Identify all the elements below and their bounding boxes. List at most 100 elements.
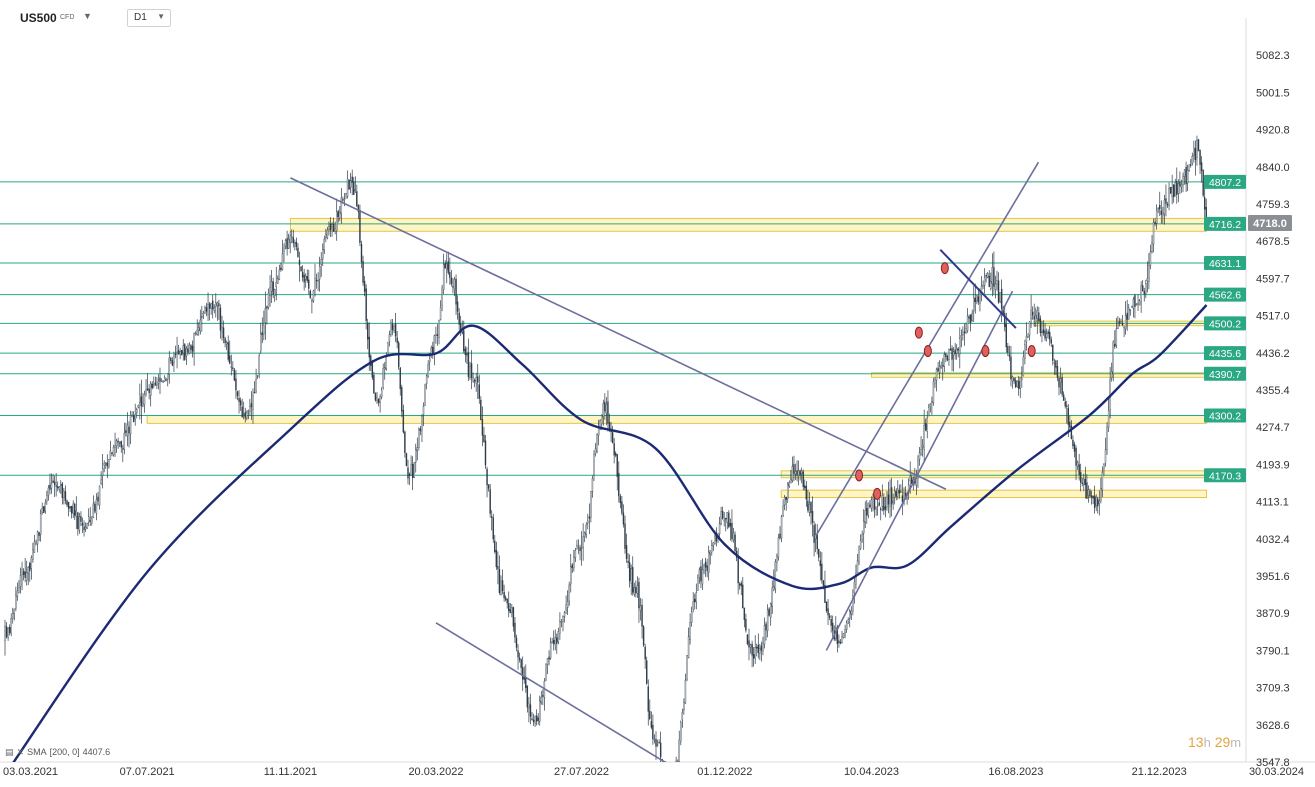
x-tick-label: 27.07.2022: [554, 766, 609, 778]
symbol-dropdown-caret-icon[interactable]: ▼: [83, 11, 92, 21]
timeframe-selector[interactable]: D1 ▼: [127, 9, 171, 27]
signal-marker: [855, 469, 864, 482]
candle-body: [247, 410, 250, 413]
candle-body: [743, 607, 746, 620]
candle-body: [320, 259, 322, 265]
candle-body: [523, 677, 525, 680]
candle-body: [703, 564, 705, 571]
candle-body: [1059, 378, 1062, 383]
candle-body: [362, 261, 364, 283]
candle-body: [898, 490, 901, 494]
candle-body: [855, 573, 857, 585]
candle-body: [78, 516, 81, 531]
candle-body: [765, 623, 767, 631]
candlestick-series: [4, 135, 1207, 762]
candle-body: [701, 569, 704, 585]
candle-body: [539, 700, 541, 722]
candle-body: [811, 511, 814, 523]
candle-body: [213, 307, 215, 311]
candle-body: [336, 211, 338, 232]
candle-body: [486, 468, 488, 486]
candle-body: [900, 491, 902, 493]
y-tick-label: 4517.0: [1256, 311, 1290, 323]
level-label-box: [1204, 408, 1246, 423]
candle-body: [382, 368, 384, 389]
candle-body: [278, 269, 281, 280]
candle-body: [508, 603, 510, 612]
candle-body: [1052, 344, 1054, 361]
candle-body: [1171, 187, 1173, 197]
candle-body: [128, 426, 130, 434]
candle-body: [1061, 377, 1063, 395]
candle-body: [802, 471, 804, 487]
candle-body: [466, 353, 468, 356]
candle-body: [275, 282, 277, 288]
candle-body: [427, 364, 429, 377]
candle-body: [593, 454, 595, 476]
candle-body: [559, 621, 561, 634]
candle-body: [582, 536, 584, 548]
candle-body: [895, 491, 897, 497]
candle-body: [418, 428, 420, 448]
candle-body: [681, 712, 684, 721]
indicator-settings-icon[interactable]: ▤: [5, 747, 14, 757]
candle-body: [242, 413, 245, 415]
candle-body: [1067, 407, 1070, 425]
candle-body: [159, 377, 161, 382]
candle-body: [303, 274, 305, 283]
candle-body: [1027, 336, 1029, 338]
candle-body: [108, 459, 110, 468]
candle-body: [994, 283, 997, 290]
candle-body: [793, 464, 795, 474]
candle-body: [929, 403, 932, 407]
candle-body: [433, 335, 436, 355]
candle-body: [568, 584, 570, 602]
candle-body: [478, 384, 480, 399]
candle-body: [430, 347, 432, 358]
candle-body: [700, 566, 702, 582]
symbol-label[interactable]: US500: [20, 11, 57, 25]
candle-body: [897, 488, 899, 497]
candle-body: [501, 580, 504, 592]
indicator-close-icon[interactable]: ✕: [16, 747, 25, 757]
candle-body: [391, 323, 394, 331]
x-tick-label: 11.11.2021: [264, 766, 317, 778]
candle-body: [187, 348, 189, 353]
candle-body: [728, 512, 730, 528]
candle-body: [945, 353, 947, 357]
level-label-text: 4631.1: [1209, 258, 1241, 270]
candle-body: [973, 297, 975, 312]
candle-body: [1197, 139, 1200, 152]
trendlines[interactable]: [290, 161, 1040, 763]
candle-body: [675, 760, 677, 762]
candle-body: [491, 516, 493, 518]
candle-body: [295, 242, 298, 248]
candle-body: [1103, 464, 1105, 470]
candle-body: [455, 278, 457, 305]
candle-body: [50, 483, 53, 489]
candle-body: [1138, 300, 1141, 306]
candle-body: [678, 739, 680, 762]
candle-body: [1011, 376, 1014, 382]
candle-body: [872, 497, 874, 499]
candle-body: [732, 532, 735, 540]
candle-body: [819, 560, 821, 567]
candle-body: [647, 686, 649, 712]
candle-body: [1100, 488, 1102, 502]
candle-body: [193, 333, 195, 354]
candle-body: [771, 587, 773, 607]
candle-body: [346, 178, 349, 197]
candle-body: [525, 677, 527, 689]
sma-line: [12, 304, 1208, 762]
candle-body: [230, 366, 233, 368]
candle-body: [785, 497, 787, 500]
candle-body: [363, 281, 366, 292]
candle-body: [1104, 449, 1107, 464]
candle-body: [573, 556, 575, 569]
candle-body: [766, 609, 769, 632]
level-label-box: [1204, 287, 1246, 302]
candle-body: [514, 622, 516, 638]
candle-body: [399, 367, 401, 389]
candle-body: [934, 379, 936, 384]
